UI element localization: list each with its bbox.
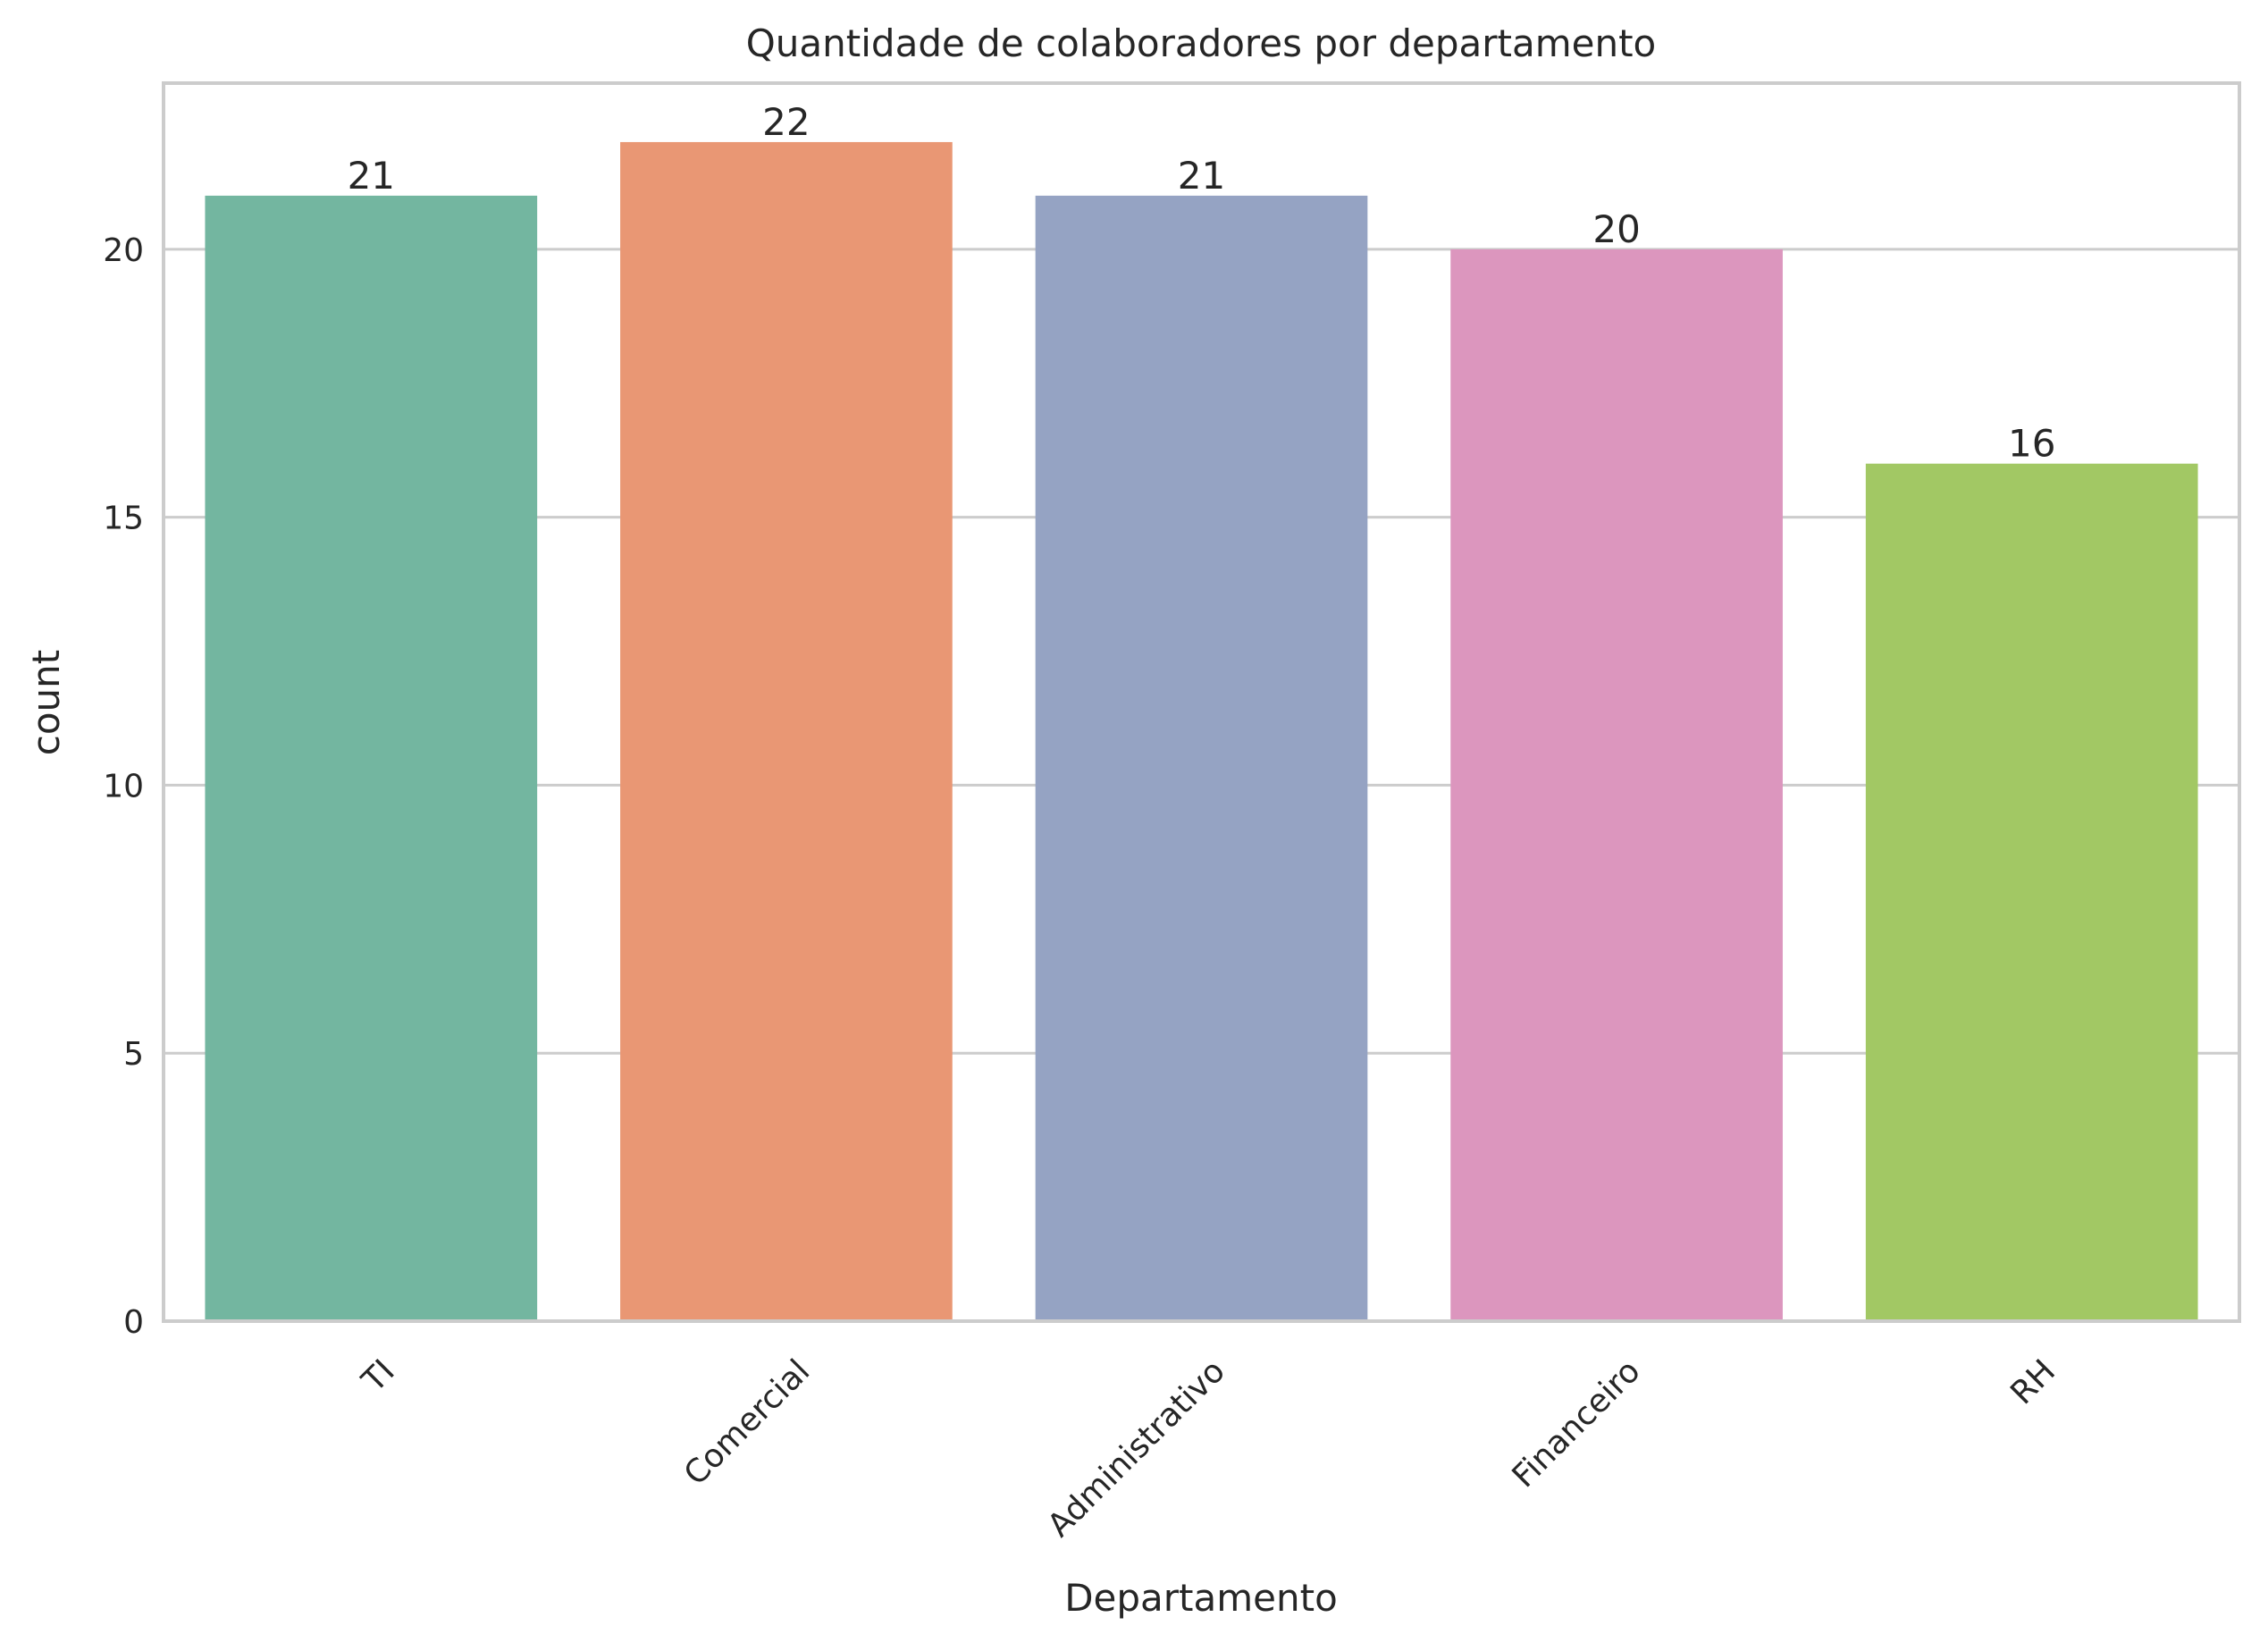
- y-tick-label: 0: [123, 1304, 144, 1341]
- y-tick-label: 5: [123, 1036, 144, 1073]
- bar-ti: [205, 195, 538, 1322]
- y-axis-label: count: [24, 650, 68, 756]
- bar-value-label: 21: [348, 154, 395, 198]
- chart-title: Quantidade de colaboradores por departam…: [746, 21, 1656, 65]
- bar-value-label: 21: [1178, 154, 1225, 198]
- plot-frame: [162, 81, 2241, 1323]
- x-tick-labels: TI Comercial Administrativo Financeiro RH: [355, 1352, 2062, 1544]
- x-axis-label: Departamento: [1064, 1576, 1338, 1620]
- bars: [205, 141, 2198, 1322]
- bar-value-label: 20: [1592, 207, 1640, 251]
- bar-value-labels: 21 22 21 20 16: [348, 100, 2056, 466]
- x-tick-label: Administrativo: [1041, 1352, 1232, 1544]
- bar-financeiro: [1450, 248, 1783, 1321]
- y-tick-labels: 0 5 10 15 20: [103, 232, 144, 1341]
- x-tick-label: Financeiro: [1506, 1352, 1648, 1495]
- bar-value-label: 22: [762, 100, 810, 144]
- bar-comercial: [620, 141, 953, 1321]
- y-tick-label: 20: [103, 232, 144, 269]
- x-tick-label: RH: [2003, 1352, 2062, 1411]
- y-tick-label: 10: [103, 768, 144, 804]
- bar-administrativo: [1035, 195, 1368, 1322]
- bar-rh: [1865, 463, 2198, 1321]
- bar-value-label: 16: [2008, 422, 2055, 466]
- y-tick-label: 15: [103, 501, 144, 537]
- x-tick-label: TI: [355, 1352, 402, 1400]
- x-tick-label: Comercial: [677, 1352, 817, 1492]
